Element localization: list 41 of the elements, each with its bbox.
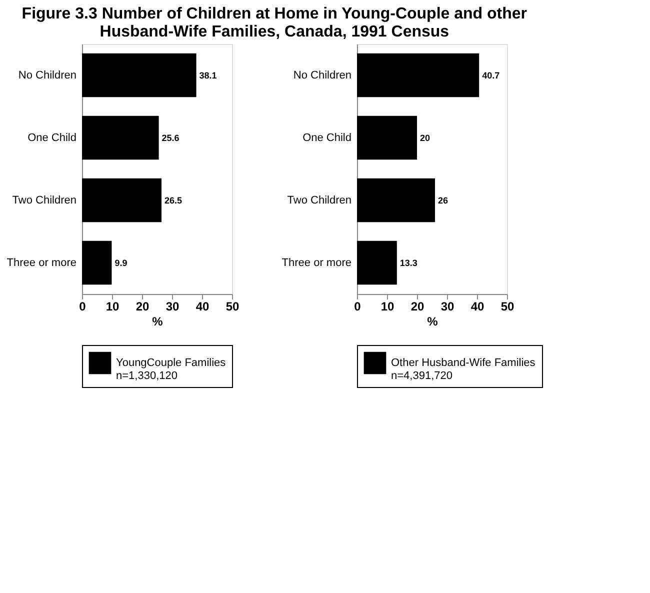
- text: Figure 3.3 Number of Children at Home in Young-Couple and other Husband-Wife Families, Canada, 1991 Census: [22, 6, 528, 40]
- text: Other Husband-Wife Families n=4,391,720: [391, 357, 536, 382]
- x-axis-title: %: [427, 314, 438, 328]
- x-tick-label: 40: [196, 300, 210, 314]
- y-tick-label: No Children: [18, 69, 76, 82]
- data-label: 25.6: [162, 132, 180, 143]
- x-tick-label: 50: [226, 300, 240, 314]
- data-label: 26.5: [164, 195, 182, 206]
- y-tick-label: Two Children: [287, 194, 352, 206]
- data-label: 13.3: [400, 258, 418, 268]
- legend-label: YoungCouple Families n=1,330,120: [116, 357, 226, 382]
- data-label: 38.1: [199, 70, 217, 80]
- y-tick-label: Three or more: [282, 256, 352, 269]
- y-tick-label: One Child: [28, 132, 76, 144]
- x-tick-label: 0: [79, 300, 86, 314]
- x-tick-label: 30: [440, 300, 454, 314]
- x-tick-label: 50: [500, 300, 514, 314]
- bar: [357, 53, 480, 98]
- y-tick-label: No Children: [293, 69, 352, 82]
- bar: [357, 116, 417, 160]
- x-tick-label: 0: [354, 300, 362, 314]
- bar: [357, 178, 435, 222]
- data-label: 9.9: [114, 258, 128, 268]
- x-tick-label: 20: [410, 300, 424, 314]
- data-label: 20: [420, 132, 430, 143]
- y-tick-label: One Child: [302, 132, 352, 144]
- data-label: 26: [438, 195, 448, 206]
- x-tick-label: 10: [106, 300, 120, 314]
- bar: [82, 240, 112, 285]
- bar: [357, 240, 397, 285]
- x-tick-label: 10: [380, 300, 394, 314]
- data-label: 40.7: [482, 70, 500, 80]
- x-axis-title: %: [152, 314, 164, 328]
- bar: [82, 178, 162, 222]
- x-tick-label: 30: [166, 300, 180, 314]
- bar: [82, 116, 159, 160]
- x-tick-label: 40: [470, 300, 484, 314]
- x-tick-label: 20: [136, 300, 150, 314]
- y-tick-label: Three or more: [6, 256, 76, 269]
- bar: [82, 53, 196, 98]
- y-tick-label: Two Children: [12, 194, 76, 206]
